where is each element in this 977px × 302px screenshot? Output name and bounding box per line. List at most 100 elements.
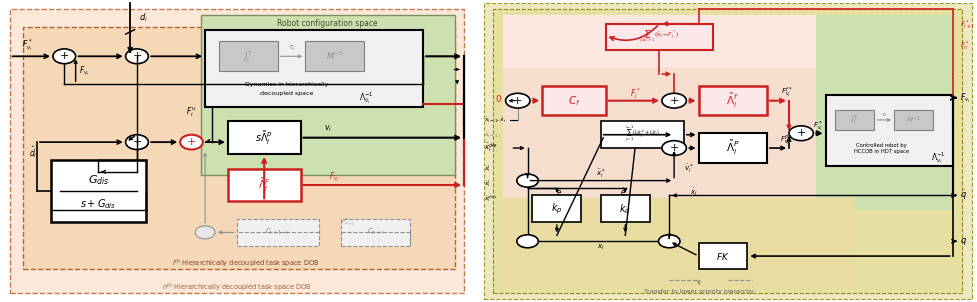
Text: $F_{v_i}$: $F_{v_i}$ [959, 91, 970, 104]
Text: $k_p$: $k_p$ [551, 201, 563, 216]
Circle shape [789, 126, 814, 141]
Text: $\dot{x}_i$: $\dot{x}_i$ [690, 186, 698, 198]
Text: $C_{i+1\to i}$: $C_{i+1\to i}$ [266, 227, 290, 237]
Text: $\tilde{\Lambda}_i^P$: $\tilde{\Lambda}_i^P$ [726, 139, 740, 157]
Text: $F_{v_i}$: $F_{v_i}$ [79, 64, 90, 78]
Text: $\dot{x}_i^{des}$: $\dot{x}_i^{des}$ [484, 193, 496, 204]
Text: $\dot{x}_{i-1},\dot{x}_i$: $\dot{x}_{i-1},\dot{x}_i$ [484, 115, 506, 125]
Text: $\tilde{\Lambda}_i^F$: $\tilde{\Lambda}_i^F$ [258, 176, 271, 194]
Text: $\Lambda_{\bar{v}_i}^{-1}$: $\Lambda_{\bar{v}_i}^{-1}$ [360, 90, 374, 106]
Text: +: + [669, 143, 679, 153]
Circle shape [517, 235, 538, 248]
Text: $F_{v_i}^*$: $F_{v_i}^*$ [21, 37, 32, 53]
Text: $s+G_{dis}$: $s+G_{dis}$ [80, 198, 116, 211]
Text: e: e [557, 188, 562, 197]
Text: $\tau_i$: $\tau_i$ [880, 111, 888, 119]
Bar [835, 110, 874, 130]
Text: $G_{dis}$: $G_{dis}$ [88, 174, 109, 188]
Text: decoupled space: decoupled space [260, 91, 314, 96]
Text: Dynamics in hierarchically: Dynamics in hierarchically [245, 82, 328, 87]
Bar [699, 86, 767, 115]
Bar [219, 41, 277, 71]
Text: $F_{v_i}^{P*}$: $F_{v_i}^{P*}$ [781, 133, 792, 148]
Text: $\dot{x}_i^l$: $\dot{x}_i^l$ [484, 178, 490, 189]
Text: 0: 0 [495, 95, 501, 104]
Bar [532, 195, 581, 222]
Text: $F_{v_{i+1}}^*$: $F_{v_{i+1}}^*$ [341, 217, 356, 228]
Text: +: + [796, 128, 806, 138]
Text: $\tilde{\Lambda}_i^f$: $\tilde{\Lambda}_i^f$ [727, 92, 739, 110]
Text: $\mathit{J}_i^T$: $\mathit{J}_i^T$ [243, 49, 253, 64]
Bar [228, 121, 301, 154]
Bar [503, 15, 933, 74]
Text: $v_i$: $v_i$ [323, 124, 332, 134]
Bar [305, 41, 364, 71]
Circle shape [517, 174, 538, 187]
Bar [699, 243, 747, 269]
Text: $n^{th}$ Hierarchically decoupled task space DOB: $n^{th}$ Hierarchically decoupled task s… [162, 281, 312, 293]
Text: $F_i^*$: $F_i^*$ [630, 86, 640, 101]
Text: $F_{i+1}^*$: $F_{i+1}^*$ [959, 18, 975, 32]
Text: Controlled robot by: Controlled robot by [857, 143, 907, 148]
Text: +: + [132, 51, 142, 61]
Text: $F_{v_i}^{f*}$: $F_{v_i}^{f*}$ [781, 86, 792, 100]
Text: $\dot{q}$: $\dot{q}$ [959, 188, 967, 202]
Bar [341, 219, 409, 246]
Text: Transfer to lower priority hierarchy: Transfer to lower priority hierarchy [644, 289, 753, 294]
Text: $\ddot{x}_i^{des}$: $\ddot{x}_i^{des}$ [484, 142, 498, 155]
Circle shape [180, 135, 203, 149]
Text: +: + [187, 137, 196, 147]
Text: HCCOB in HDT space: HCCOB in HDT space [854, 149, 910, 154]
Bar [699, 133, 767, 163]
Text: $C_f$: $C_f$ [568, 94, 580, 108]
Bar [237, 219, 319, 246]
Bar [51, 160, 147, 222]
Bar [542, 86, 606, 115]
Text: Robot configuration space: Robot configuration space [277, 19, 378, 28]
Text: $\ddot{x}_i^*$: $\ddot{x}_i^*$ [596, 167, 606, 180]
Text: $M^{-1}$: $M^{-1}$ [325, 50, 344, 63]
Text: +: + [513, 96, 523, 106]
Text: $q$: $q$ [959, 236, 967, 247]
Bar [205, 30, 423, 107]
Text: ◄►: ◄► [453, 66, 461, 71]
Bar [601, 121, 684, 148]
Text: +: + [669, 96, 679, 106]
Text: +: + [60, 51, 69, 61]
Bar [200, 15, 455, 175]
Bar [228, 169, 301, 201]
Bar [503, 198, 855, 287]
Text: $\dot{e}$: $\dot{e}$ [619, 187, 626, 198]
Text: $\sum_{j=1}^{i-1}(l_{ij}k_j^e+l_{ij}k_j)$: $\sum_{j=1}^{i-1}(l_{ij}k_j^e+l_{ij}k_j)… [624, 125, 660, 145]
Bar [23, 27, 455, 269]
Text: $\Lambda_{v_i}^{-1}$: $\Lambda_{v_i}^{-1}$ [931, 150, 945, 166]
Circle shape [53, 49, 75, 64]
Text: $x_i$: $x_i$ [597, 243, 605, 252]
Text: $M^{-1}$: $M^{-1}$ [906, 114, 921, 126]
Text: $FK$: $FK$ [716, 251, 730, 262]
Bar [606, 24, 713, 50]
Text: $F_{v_i}$: $F_{v_i}$ [329, 171, 340, 185]
Text: $s\tilde{\Lambda}_i^p$: $s\tilde{\Lambda}_i^p$ [255, 129, 274, 147]
Text: $\dot{x}_{i-1,i}$: $\dot{x}_{i-1,i}$ [484, 130, 501, 139]
Circle shape [126, 49, 149, 64]
Text: +: + [132, 137, 142, 147]
Circle shape [195, 226, 215, 239]
Bar [894, 110, 933, 130]
Bar [826, 95, 953, 166]
Text: $F_{v_i}^*$: $F_{v_i}^*$ [813, 119, 824, 133]
Text: $\sum_{j\geq i+1}(\bar{e}_{j\to i}F_j^*)$: $\sum_{j\geq i+1}(\bar{e}_{j\to i}F_j^*)… [639, 28, 680, 46]
Circle shape [662, 141, 686, 156]
Text: $F_n^*$: $F_n^*$ [959, 39, 969, 53]
Text: $\mathit{J}_i^T$: $\mathit{J}_i^T$ [850, 113, 860, 127]
Bar [601, 195, 650, 222]
Text: $d_i$: $d_i$ [140, 11, 149, 24]
Text: $C_{n\to i}$: $C_{n\to i}$ [366, 227, 384, 237]
Circle shape [506, 93, 531, 108]
Circle shape [658, 235, 680, 248]
Text: $\dot{v}_i^*$: $\dot{v}_i^*$ [684, 162, 694, 175]
Text: $\hat{d}_i$: $\hat{d}_i$ [28, 144, 37, 160]
Text: $k_d$: $k_d$ [619, 202, 631, 216]
Circle shape [662, 93, 686, 108]
Text: $F_i^u$: $F_i^u$ [187, 106, 196, 119]
